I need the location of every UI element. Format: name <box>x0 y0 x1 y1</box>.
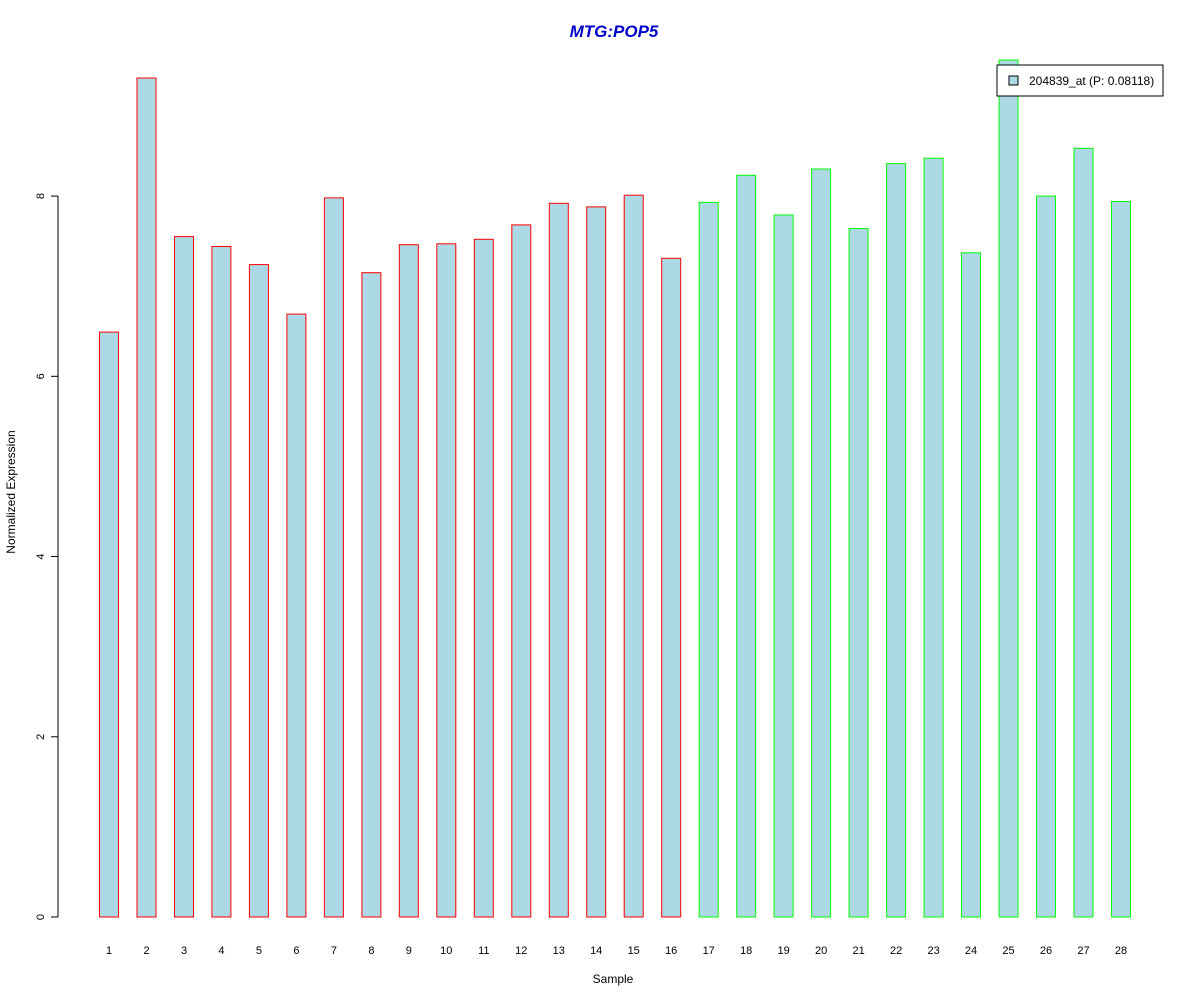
x-tick-label: 27 <box>1077 945 1089 957</box>
x-tick-label: 19 <box>777 945 789 957</box>
x-tick-label: 28 <box>1115 945 1127 957</box>
y-axis: 0 2 4 6 8 <box>35 193 59 920</box>
bar-sample-16 <box>661 257 682 918</box>
bar-sample-3 <box>174 236 194 918</box>
bar-sample-9 <box>398 244 419 918</box>
bar-sample-18 <box>736 174 757 918</box>
bar-sample-12 <box>511 224 532 918</box>
bar-sample-27 <box>1073 147 1094 918</box>
x-tick-label: 5 <box>256 945 262 957</box>
x-tick-label: 12 <box>515 945 527 957</box>
x-tick-label: 25 <box>1002 945 1014 957</box>
x-tick-label: 22 <box>890 945 902 957</box>
legend-swatch <box>1008 75 1019 86</box>
bar-sample-25 <box>998 59 1019 918</box>
bar-sample-21 <box>848 228 869 918</box>
bar-sample-28 <box>1111 201 1131 918</box>
x-tick-label: 17 <box>703 945 715 957</box>
x-tick-label: 21 <box>852 945 864 957</box>
x-tick-label: 23 <box>927 945 939 957</box>
bar-sample-15 <box>623 194 644 918</box>
y-axis-title: Normalized Expression <box>4 430 18 553</box>
x-tick-label: 3 <box>181 945 187 957</box>
bar-sample-26 <box>1036 195 1056 918</box>
x-tick-label: 26 <box>1040 945 1052 957</box>
x-tick-label: 4 <box>218 945 224 957</box>
bar-sample-19 <box>773 214 794 918</box>
x-tick-labels: 1 2 3 4 5 6 7 8 9 10 11 12 13 14 15 16 17 18 19 20 21 22 23 24 2… <box>106 945 1127 957</box>
x-tick-label: 10 <box>440 945 452 957</box>
bar-sample-10 <box>436 243 457 918</box>
bars-group <box>99 59 1131 918</box>
y-tick-label: 0 <box>35 914 47 920</box>
bar-sample-8 <box>361 272 382 918</box>
x-tick-label: 8 <box>368 945 374 957</box>
y-tick-label: 4 <box>35 553 47 559</box>
bar-sample-5 <box>248 264 269 918</box>
legend-label: 204839_at (P: 0.08118) <box>1029 74 1154 88</box>
x-tick-label: 16 <box>665 945 677 957</box>
x-tick-label: 13 <box>553 945 565 957</box>
bar-sample-13 <box>548 202 569 918</box>
x-tick-label: 9 <box>406 945 412 957</box>
x-tick-label: 15 <box>628 945 640 957</box>
y-tick-label: 2 <box>35 734 47 740</box>
x-tick-label: 18 <box>740 945 752 957</box>
bar-sample-17 <box>698 201 719 918</box>
x-tick-label: 24 <box>965 945 977 957</box>
legend-box <box>996 64 1164 97</box>
legend: 204839_at (P: 0.08118) <box>996 64 1164 97</box>
bar-sample-2 <box>136 77 157 918</box>
x-tick-label: 1 <box>106 945 112 957</box>
y-tick-label: 6 <box>35 373 47 379</box>
x-tick-label: 11 <box>478 945 489 957</box>
bar-sample-24 <box>961 252 981 918</box>
bar-sample-20 <box>811 168 832 918</box>
bar-sample-4 <box>211 246 232 918</box>
chart-title: MTG:POP5 <box>570 22 659 41</box>
x-axis-title: Sample <box>593 972 634 986</box>
bar-sample-23 <box>923 157 944 918</box>
bar-sample-11 <box>473 238 494 918</box>
x-tick-label: 2 <box>143 945 149 957</box>
bar-sample-6 <box>286 313 307 918</box>
bar-sample-7 <box>323 197 344 918</box>
bar-sample-1 <box>99 331 119 918</box>
y-tick-label: 8 <box>35 193 47 199</box>
x-tick-label: 6 <box>293 945 299 957</box>
x-tick-label: 7 <box>331 945 337 957</box>
x-tick-label: 14 <box>590 945 602 957</box>
x-tick-label: 20 <box>815 945 827 957</box>
bar-sample-14 <box>586 206 607 918</box>
bar-sample-22 <box>886 163 907 918</box>
